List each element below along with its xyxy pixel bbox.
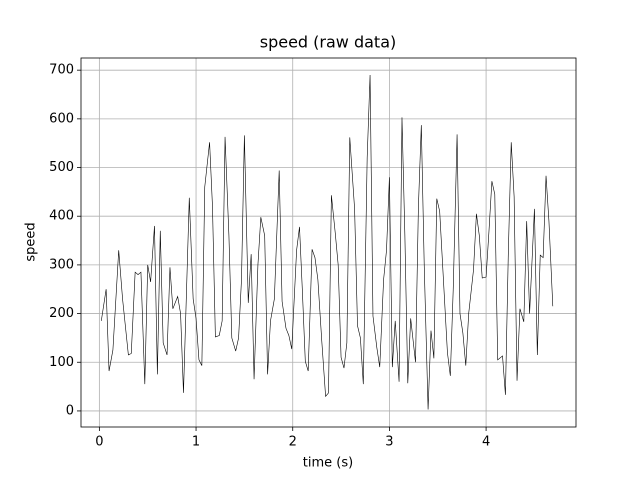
y-axis-label: speed [24,222,39,261]
plot-frame [80,57,577,428]
y-tick-label: 400 [49,209,74,224]
chart-title: speed (raw data) [260,33,397,52]
x-tick-label: 0 [95,435,103,450]
y-tick-label: 100 [49,355,74,370]
x-axis-label: time (s) [303,456,353,471]
y-tick-label: 0 [66,403,74,418]
x-tick-label: 3 [385,435,393,450]
x-tick-label: 2 [289,435,297,450]
y-tick-label: 600 [49,111,74,126]
data-line [101,75,554,410]
y-tick-label: 200 [49,306,74,321]
x-tick-label: 1 [192,435,200,450]
y-tick-label: 700 [49,63,74,78]
x-tick-label: 4 [482,435,490,450]
y-tick-label: 500 [49,160,74,175]
y-tick-label: 300 [49,257,74,272]
